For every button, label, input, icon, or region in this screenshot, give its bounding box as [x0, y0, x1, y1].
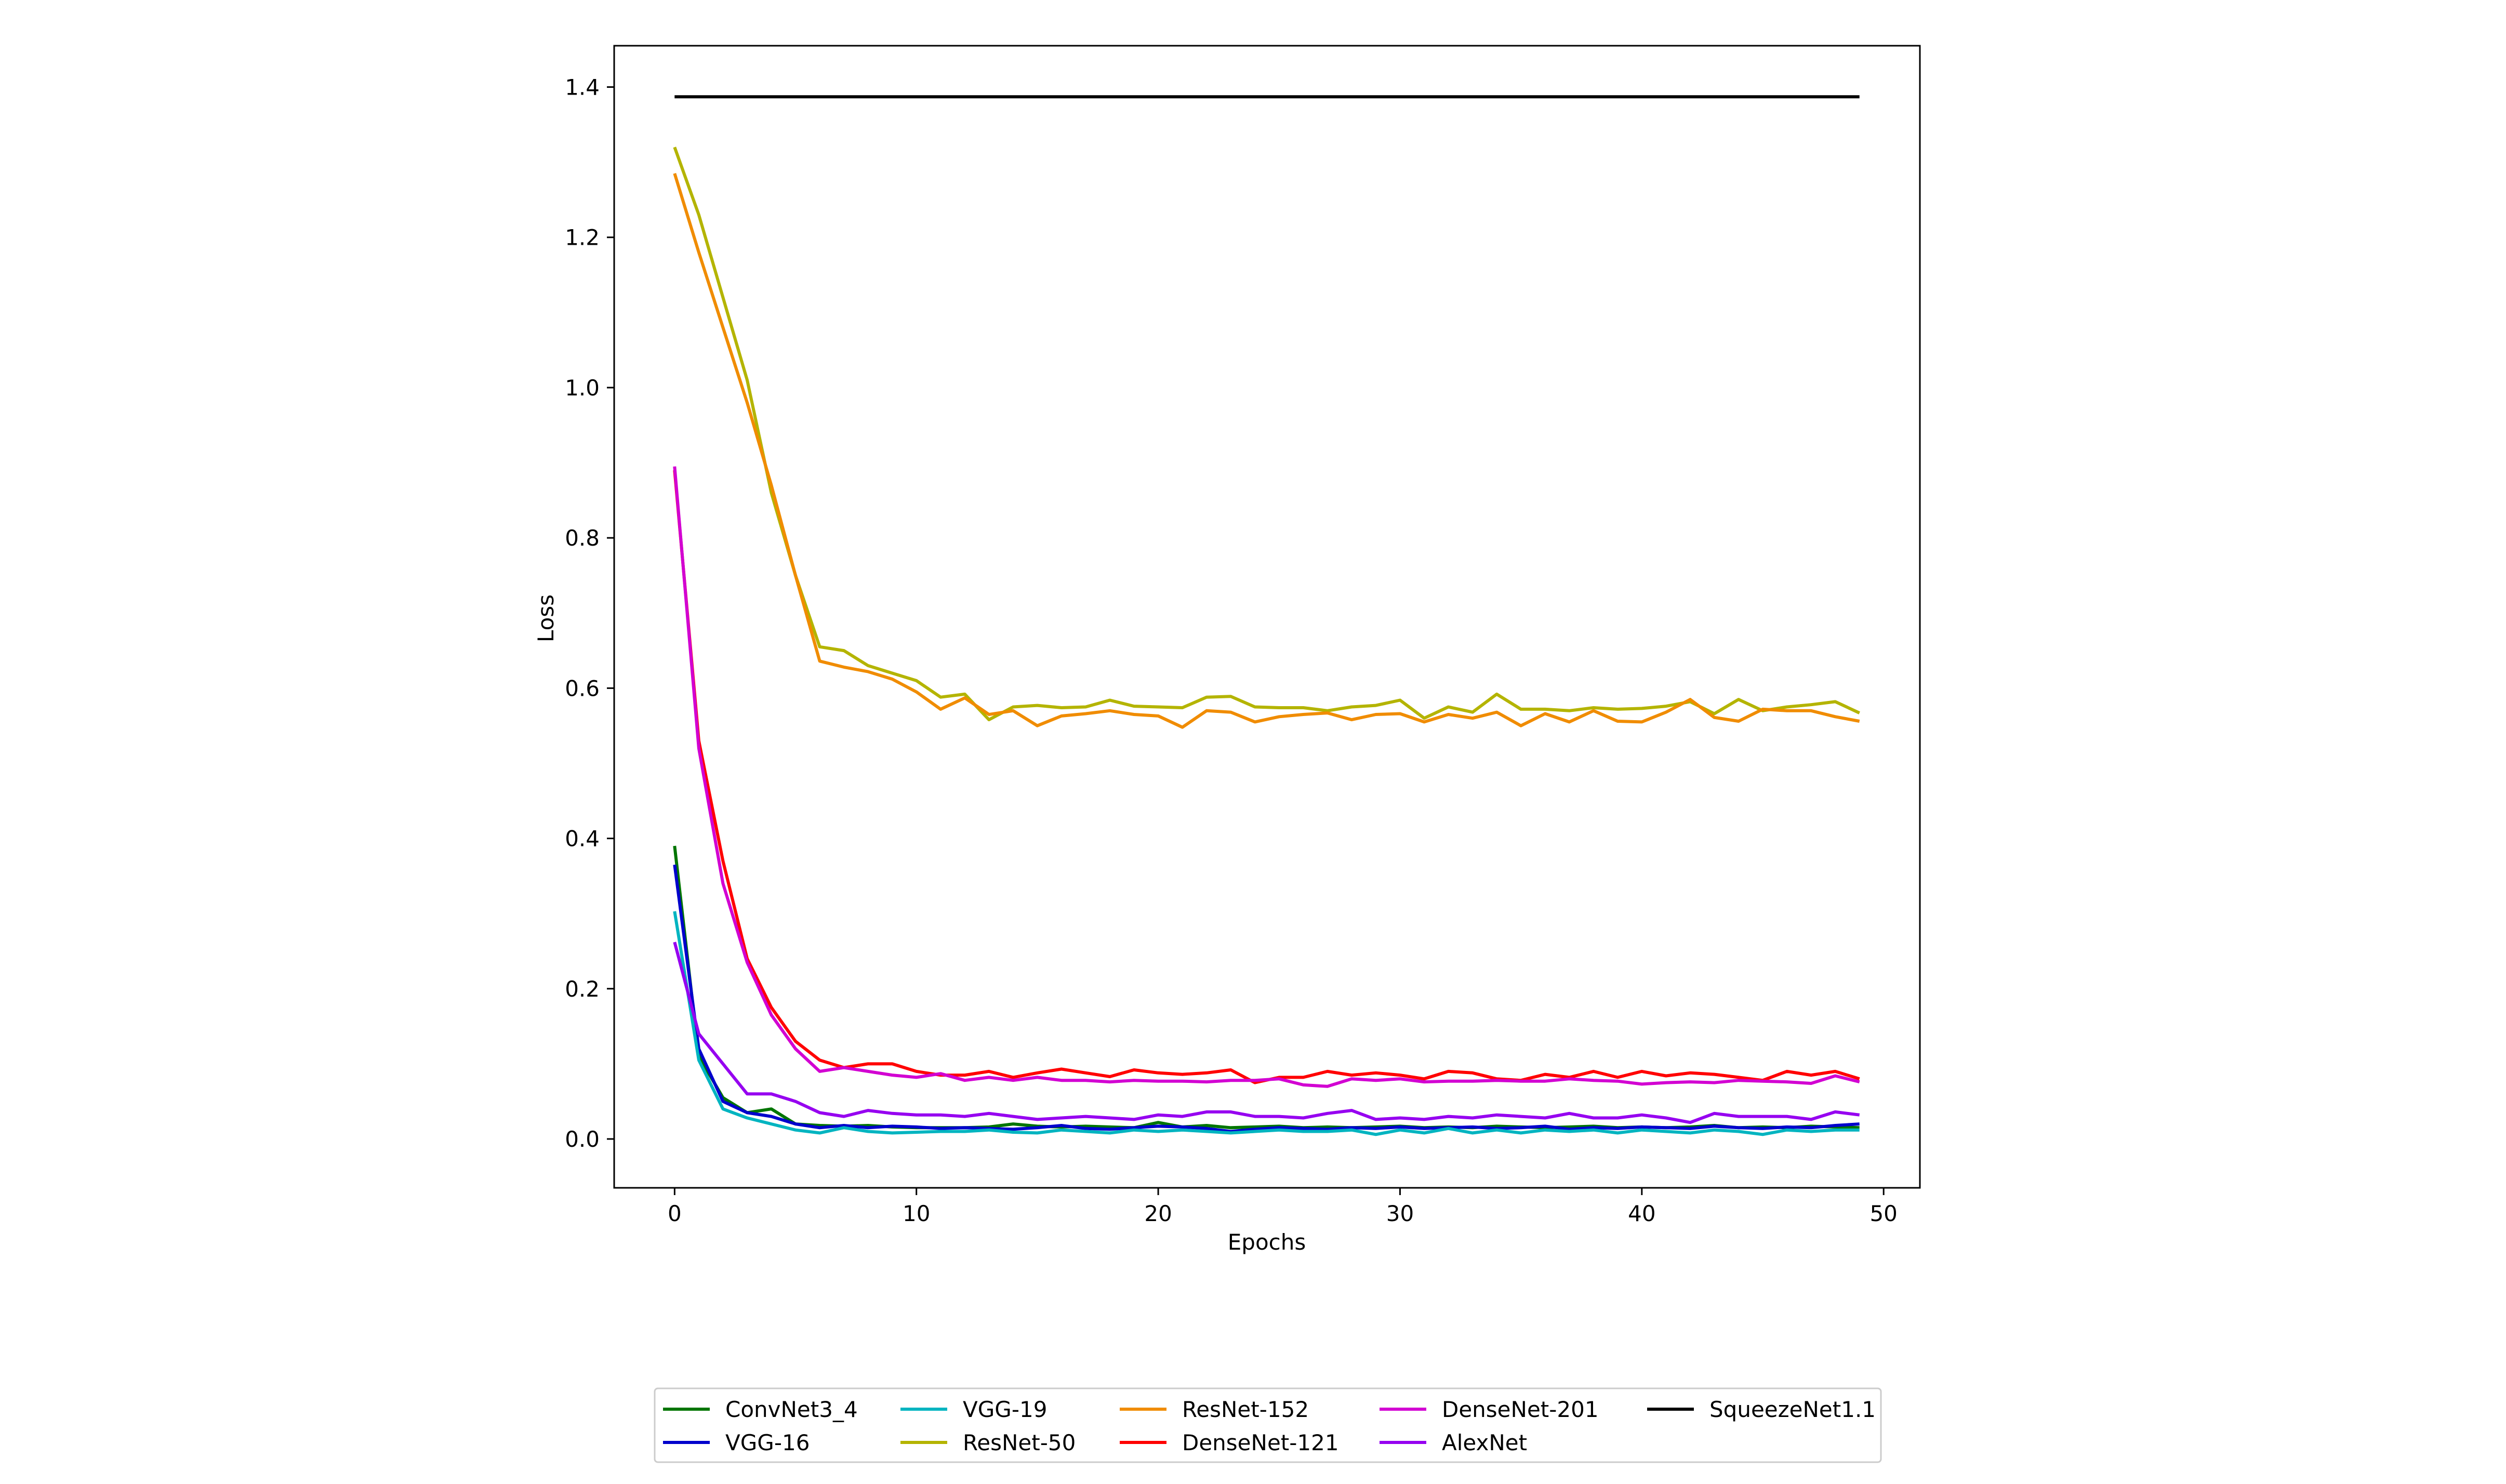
series-line-alexnet [673, 942, 1860, 1124]
legend-label-vgg-16: VGG-16 [725, 1430, 810, 1455]
legend-label-convnet3-4: ConvNet3_4 [725, 1397, 858, 1422]
legend-frame [654, 1387, 1882, 1463]
x-tick-label: 30 [1386, 1201, 1414, 1226]
x-axis-title: Epochs [1228, 1229, 1306, 1255]
y-tick-label: 0.2 [565, 976, 600, 1002]
y-axis-title: Loss [533, 594, 559, 642]
legend-label-densenet-201: DenseNet-201 [1442, 1397, 1599, 1422]
x-tick-label: 10 [903, 1201, 930, 1226]
y-tick-label: 0.8 [565, 525, 600, 551]
legend-label-vgg-19: VGG-19 [963, 1397, 1047, 1422]
series-line-resnet-50 [673, 147, 1860, 722]
x-tick-label: 40 [1628, 1201, 1655, 1226]
plot-area-frame [613, 45, 1921, 1189]
legend: ConvNet3_4 VGG-16 VGG-19 ResNet-50 ResNet-15… [654, 1387, 1882, 1463]
legend-label-squeezenet1-1: SqueezeNet1.1 [1709, 1397, 1876, 1422]
series-layer [673, 95, 1860, 1136]
x-tick-label: 50 [1869, 1201, 1897, 1226]
y-tick-label: 1.4 [565, 75, 600, 100]
x-tick-label: 0 [668, 1201, 682, 1226]
series-line-resnet-152 [673, 173, 1860, 729]
x-axis: 0 10 20 30 40 50 [668, 1188, 1898, 1226]
y-tick-label: 1.2 [565, 225, 600, 250]
series-line-vgg-16 [673, 864, 1860, 1133]
legend-label-alexnet: AlexNet [1442, 1430, 1527, 1455]
series-line-vgg-19 [673, 911, 1860, 1136]
y-tick-label: 0.6 [565, 675, 600, 701]
series-line-densenet-201 [673, 466, 1860, 1088]
y-tick-label: 1.0 [565, 375, 600, 401]
y-tick-label: 0.4 [565, 826, 600, 852]
legend-label-resnet-152: ResNet-152 [1182, 1397, 1309, 1422]
y-axis: 0.0 0.2 0.4 0.6 0.8 1.0 1.2 1.4 [565, 75, 614, 1152]
legend-label-resnet-50: ResNet-50 [963, 1430, 1076, 1455]
legend-label-densenet-121: DenseNet-121 [1182, 1430, 1339, 1455]
y-tick-label: 0.0 [565, 1127, 600, 1152]
x-tick-label: 20 [1144, 1201, 1172, 1226]
